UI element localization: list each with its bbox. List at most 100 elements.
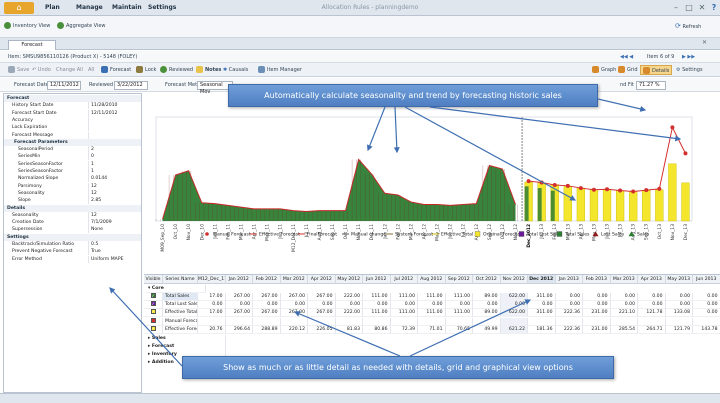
- details-value[interactable]: True: [91, 249, 101, 255]
- grid-cell[interactable]: [473, 317, 501, 326]
- grid-cell[interactable]: 267.00: [253, 293, 281, 301]
- reviewed-date-field[interactable]: 3/22/2012: [114, 81, 148, 90]
- item-manager-button[interactable]: Item Manager: [258, 65, 302, 75]
- column-header-visible[interactable]: Visible: [144, 275, 163, 284]
- grid-cell[interactable]: 121.78: [638, 309, 666, 318]
- all-button[interactable]: All: [88, 67, 95, 73]
- group-core[interactable]: ▾ Core: [146, 285, 206, 293]
- column-header[interactable]: Dec 2012: [528, 275, 556, 284]
- undo-button[interactable]: ↶ Undo: [32, 67, 51, 73]
- grid-cell[interactable]: [445, 317, 473, 326]
- settings-button[interactable]: ⚙ Settings: [676, 67, 703, 73]
- forecast-date-field[interactable]: 12/11/2012: [47, 81, 81, 90]
- grid-cell[interactable]: 89.00: [473, 293, 501, 301]
- manual-forecast-point[interactable]: [683, 151, 688, 156]
- column-header[interactable]: Oct 2012: [473, 275, 501, 284]
- grid-cell[interactable]: 111.00: [445, 293, 473, 301]
- grid-cell[interactable]: 0.00: [638, 293, 666, 301]
- grid-toggle[interactable]: Grid: [618, 65, 638, 75]
- grid-cell[interactable]: 0.00: [583, 301, 611, 310]
- grid-cell[interactable]: [253, 317, 281, 326]
- checked-checkbox-icon[interactable]: ✓: [150, 325, 156, 331]
- prev-item-icon[interactable]: ◀◀ ◀: [620, 54, 634, 60]
- grid-cell[interactable]: [225, 317, 253, 326]
- column-header[interactable]: Mar 2012: [280, 275, 308, 284]
- legend-label[interactable]: Total Sales: [564, 232, 590, 238]
- grid-cell[interactable]: 80.86: [363, 325, 391, 334]
- column-header[interactable]: May 2012: [335, 275, 363, 284]
- grid-cell[interactable]: 111.00: [390, 309, 418, 318]
- details-toggle[interactable]: Details: [640, 65, 673, 75]
- manual-forecast-point[interactable]: [578, 186, 583, 191]
- grid-cell[interactable]: [610, 317, 638, 326]
- column-header[interactable]: Jan 2012: [225, 275, 253, 284]
- column-header[interactable]: Mar 2013: [610, 275, 638, 284]
- grid-cell[interactable]: 17.00: [198, 309, 226, 318]
- grid-cell[interactable]: 222.00: [335, 293, 363, 301]
- grid-cell[interactable]: 49.99: [473, 325, 501, 334]
- manual-forecast-point[interactable]: [565, 183, 570, 188]
- grid-cell[interactable]: 0.00: [638, 301, 666, 310]
- grid-cell[interactable]: 231.00: [583, 309, 611, 318]
- column-header[interactable]: Jun 2012: [363, 275, 391, 284]
- grid-cell[interactable]: 622.00: [500, 309, 528, 318]
- grid-cell[interactable]: 0.00: [445, 301, 473, 310]
- grid-cell[interactable]: 222.00: [335, 309, 363, 318]
- grid-cell[interactable]: 111.00: [445, 309, 473, 318]
- grid-cell[interactable]: 0.00: [390, 301, 418, 310]
- grid-cell[interactable]: 311.00: [528, 309, 556, 318]
- manual-forecast-point[interactable]: [644, 188, 649, 193]
- grid-cell[interactable]: 0.00: [363, 301, 391, 310]
- column-header[interactable]: Apr 2013: [638, 275, 666, 284]
- grid-cell[interactable]: 220.12: [280, 325, 308, 334]
- menu-plan[interactable]: Plan: [45, 4, 60, 11]
- grid-cell[interactable]: 0.00: [610, 301, 638, 310]
- details-value[interactable]: 7/1/2009: [91, 220, 112, 226]
- maximize-icon[interactable]: □: [685, 3, 693, 12]
- grid-cell[interactable]: 0.00: [335, 301, 363, 310]
- details-value[interactable]: 12: [91, 190, 97, 196]
- details-value[interactable]: 12: [91, 183, 97, 189]
- grid-cell[interactable]: 267.00: [225, 309, 253, 318]
- details-value[interactable]: 2: [91, 147, 94, 153]
- grid-cell[interactable]: 0.00: [418, 301, 446, 310]
- grid-cell[interactable]: 81.83: [335, 325, 363, 334]
- grid-cell[interactable]: 288.89: [253, 325, 281, 334]
- notes-button[interactable]: Notes: [196, 65, 221, 75]
- close-icon[interactable]: ✕: [698, 3, 706, 12]
- details-value[interactable]: None: [91, 227, 103, 233]
- grid-cell[interactable]: [198, 317, 226, 326]
- grid-cell[interactable]: 72.39: [390, 325, 418, 334]
- grid-cell[interactable]: 0.00: [473, 301, 501, 310]
- grid-cell[interactable]: 111.00: [418, 309, 446, 318]
- grid-cell[interactable]: 267.00: [225, 293, 253, 301]
- grid-cell[interactable]: [528, 317, 556, 326]
- column-header[interactable]: M12_Dec_11: [198, 275, 226, 284]
- manual-forecast-point[interactable]: [618, 188, 623, 193]
- causals-button[interactable]: ✱ Causals: [223, 67, 249, 73]
- legend-label[interactable]: System Forecast: [395, 232, 433, 238]
- menu-manage[interactable]: Manage: [76, 4, 103, 11]
- graph-toggle[interactable]: Graph: [592, 65, 616, 75]
- grid-cell[interactable]: 0.00: [610, 293, 638, 301]
- grid-cell[interactable]: 221.10: [610, 309, 638, 318]
- manual-forecast-point[interactable]: [605, 187, 610, 192]
- group-forecast[interactable]: ▸ Forecast: [146, 343, 226, 351]
- forecast-button[interactable]: Forecast: [101, 65, 131, 75]
- grid-cell[interactable]: 0.00: [555, 293, 583, 301]
- grid-cell[interactable]: [363, 317, 391, 326]
- grid-cell[interactable]: 285.54: [610, 325, 638, 334]
- row-visible-checkbox[interactable]: ✓: [144, 325, 163, 334]
- checked-checkbox-icon[interactable]: ✓: [150, 293, 156, 298]
- grid-cell[interactable]: 621.22: [500, 325, 528, 334]
- grid-cell[interactable]: [583, 317, 611, 326]
- details-value[interactable]: 12: [91, 212, 97, 218]
- grid-cell[interactable]: 222.36: [555, 309, 583, 318]
- manual-forecast-point[interactable]: [552, 182, 557, 187]
- manual-forecast-point[interactable]: [657, 186, 662, 191]
- legend-label[interactable]: Effective Forecast: [259, 232, 300, 238]
- column-header[interactable]: Feb 2013: [583, 275, 611, 284]
- manual-forecast-point[interactable]: [591, 187, 596, 192]
- group-inventory[interactable]: ▸ Inventory: [146, 351, 226, 359]
- grid-cell[interactable]: 71.01: [418, 325, 446, 334]
